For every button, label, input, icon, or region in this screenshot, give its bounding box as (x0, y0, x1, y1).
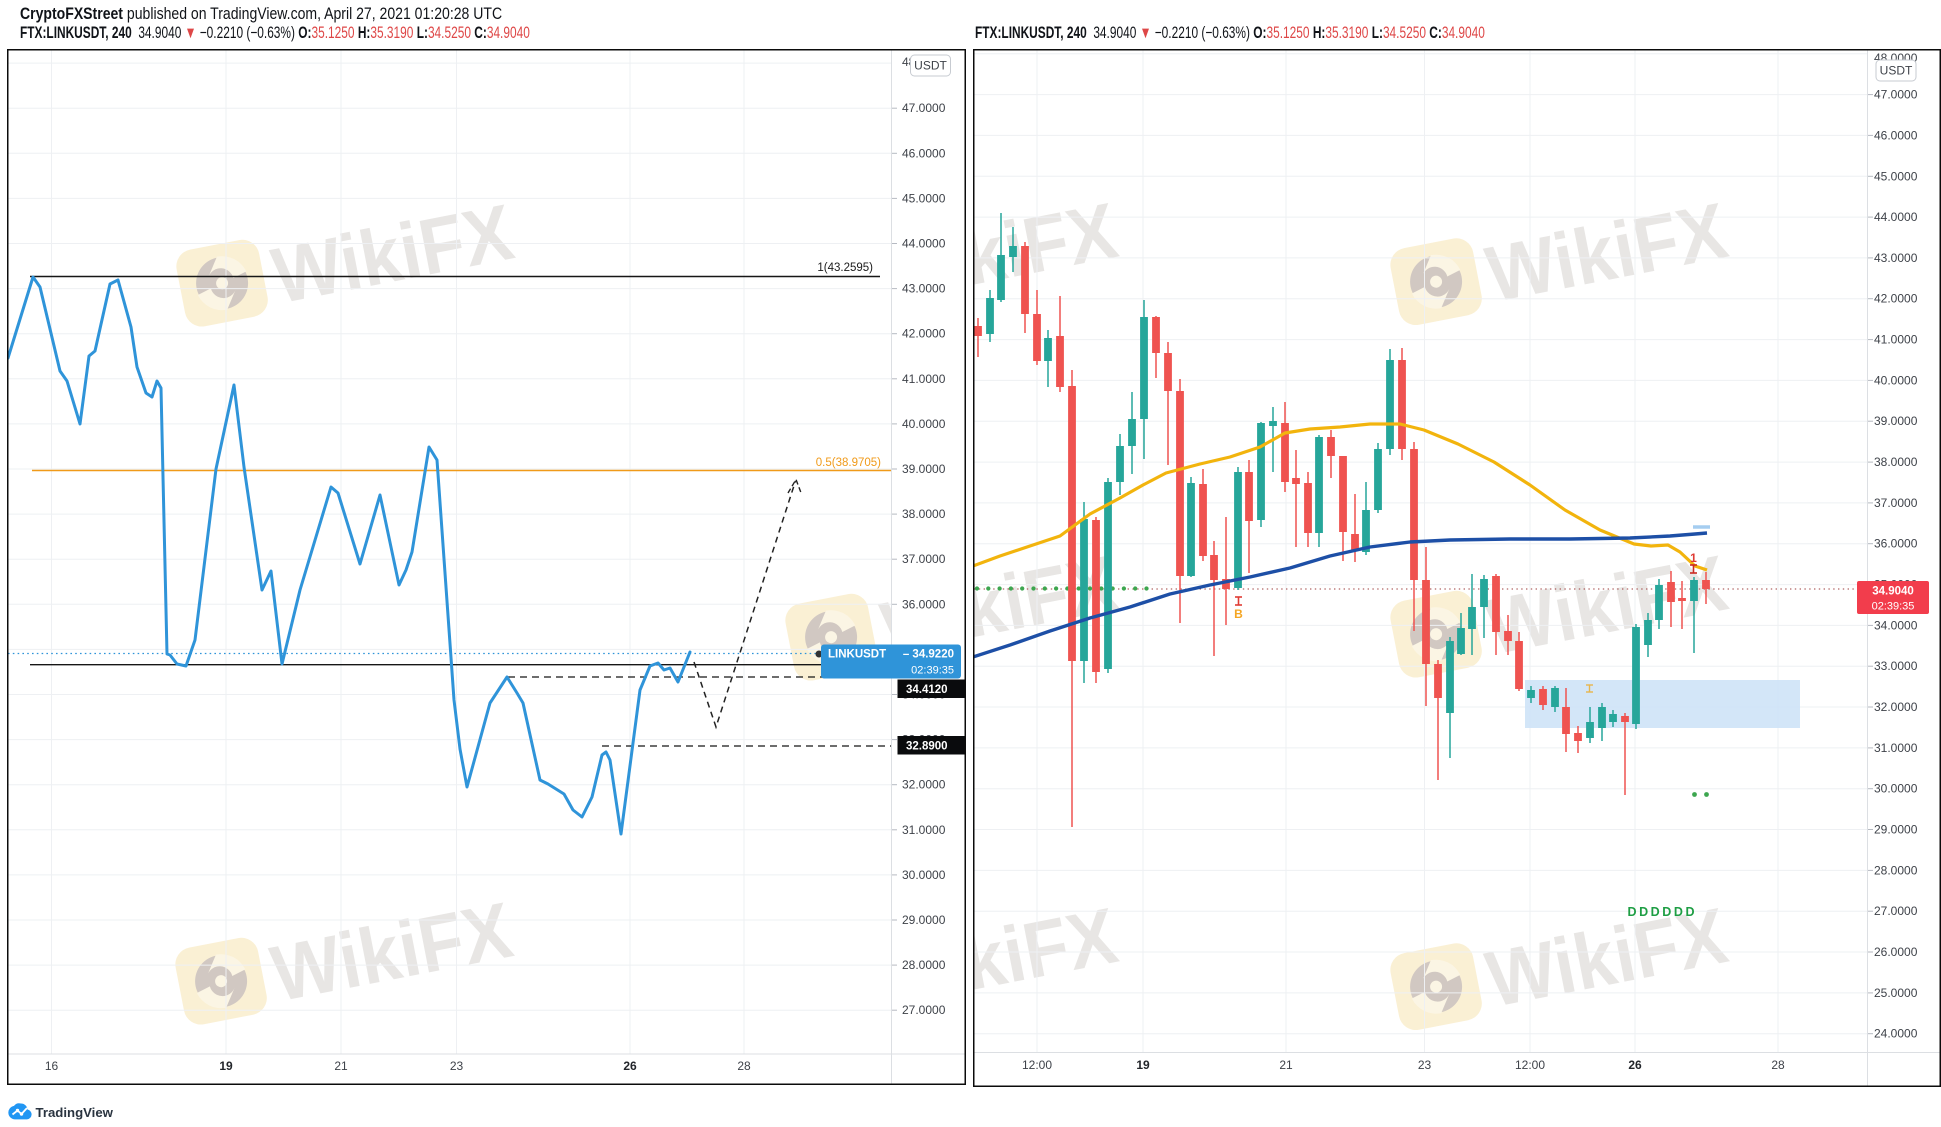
svg-text:29.0000: 29.0000 (1874, 823, 1918, 837)
svg-text:42.0000: 42.0000 (1874, 292, 1918, 306)
svg-text:D: D (1674, 905, 1683, 919)
svg-text:28: 28 (737, 1059, 751, 1073)
svg-text:32.0000: 32.0000 (902, 778, 946, 792)
svg-text:D: D (1627, 905, 1636, 919)
svg-text:27.0000: 27.0000 (902, 1003, 946, 1017)
svg-text:USDT: USDT (914, 59, 947, 73)
svg-text:D: D (1662, 905, 1671, 919)
svg-text:34.9040: 34.9040 (1872, 586, 1914, 598)
svg-text:12:00: 12:00 (1515, 1058, 1545, 1072)
svg-text:D: D (1651, 905, 1660, 919)
svg-text:47.0000: 47.0000 (1874, 88, 1918, 102)
svg-text:24.0000: 24.0000 (1874, 1027, 1918, 1041)
svg-text:– 34.9220: – 34.9220 (903, 649, 954, 661)
svg-text:46.0000: 46.0000 (1874, 128, 1918, 142)
svg-text:26: 26 (623, 1059, 637, 1073)
svg-text:19: 19 (1136, 1058, 1150, 1072)
svg-text:26.0000: 26.0000 (1874, 945, 1918, 959)
svg-text:1: 1 (1690, 551, 1697, 565)
svg-text:30.0000: 30.0000 (902, 868, 946, 882)
svg-text:31.0000: 31.0000 (1874, 741, 1918, 755)
svg-text:39.0000: 39.0000 (902, 462, 946, 476)
svg-text:43.0000: 43.0000 (1874, 251, 1918, 265)
svg-text:39.0000: 39.0000 (1874, 414, 1918, 428)
svg-text:45.0000: 45.0000 (902, 191, 946, 205)
svg-text:44.0000: 44.0000 (902, 237, 946, 251)
svg-text:31.0000: 31.0000 (902, 823, 946, 837)
svg-text:23: 23 (450, 1059, 464, 1073)
svg-text:28: 28 (1771, 1058, 1785, 1072)
svg-text:TradingView: TradingView (36, 1105, 114, 1120)
svg-text:33.0000: 33.0000 (1874, 659, 1918, 673)
svg-text:46.0000: 46.0000 (902, 146, 946, 160)
svg-text:25.0000: 25.0000 (1874, 986, 1918, 1000)
svg-text:37.0000: 37.0000 (1874, 496, 1918, 510)
svg-text:44.0000: 44.0000 (1874, 210, 1918, 224)
svg-text:28.0000: 28.0000 (902, 958, 946, 972)
svg-text:40.0000: 40.0000 (1874, 373, 1918, 387)
svg-text:47.0000: 47.0000 (902, 101, 946, 115)
svg-text:16: 16 (45, 1059, 59, 1073)
svg-text:D: D (1639, 905, 1648, 919)
svg-text:37.0000: 37.0000 (902, 552, 946, 566)
svg-text:34.4120: 34.4120 (906, 684, 948, 696)
svg-text:26: 26 (1628, 1058, 1642, 1072)
svg-text:34.0000: 34.0000 (1874, 618, 1918, 632)
svg-text:42.0000: 42.0000 (902, 327, 946, 341)
svg-text:23: 23 (1418, 1058, 1432, 1072)
svg-text:12:00: 12:00 (1022, 1058, 1052, 1072)
svg-text:36.0000: 36.0000 (1874, 537, 1918, 551)
svg-text:41.0000: 41.0000 (902, 372, 946, 386)
svg-text:B: B (1234, 607, 1243, 621)
svg-text:02:39:35: 02:39:35 (911, 665, 954, 677)
svg-text:38.0000: 38.0000 (902, 507, 946, 521)
svg-text:40.0000: 40.0000 (902, 417, 946, 431)
svg-text:21: 21 (334, 1059, 348, 1073)
svg-text:28.0000: 28.0000 (1874, 863, 1918, 877)
svg-text:21: 21 (1279, 1058, 1293, 1072)
svg-text:LINKUSDT: LINKUSDT (828, 649, 886, 661)
svg-text:36.0000: 36.0000 (902, 597, 946, 611)
svg-text:45.0000: 45.0000 (1874, 169, 1918, 183)
svg-text:38.0000: 38.0000 (1874, 455, 1918, 469)
svg-text:19: 19 (219, 1059, 233, 1073)
svg-text:27.0000: 27.0000 (1874, 904, 1918, 918)
svg-text:30.0000: 30.0000 (1874, 782, 1918, 796)
svg-text:D: D (1685, 905, 1694, 919)
svg-text:32.0000: 32.0000 (1874, 700, 1918, 714)
svg-text:02:39:35: 02:39:35 (1872, 601, 1915, 613)
svg-text:29.0000: 29.0000 (902, 913, 946, 927)
svg-text:41.0000: 41.0000 (1874, 333, 1918, 347)
svg-text:1(43.2595): 1(43.2595) (817, 262, 873, 274)
svg-text:43.0000: 43.0000 (902, 282, 946, 296)
svg-text:USDT: USDT (1880, 64, 1913, 78)
svg-text:0.5(38.9705): 0.5(38.9705) (816, 457, 881, 469)
svg-text:32.8900: 32.8900 (906, 741, 948, 753)
